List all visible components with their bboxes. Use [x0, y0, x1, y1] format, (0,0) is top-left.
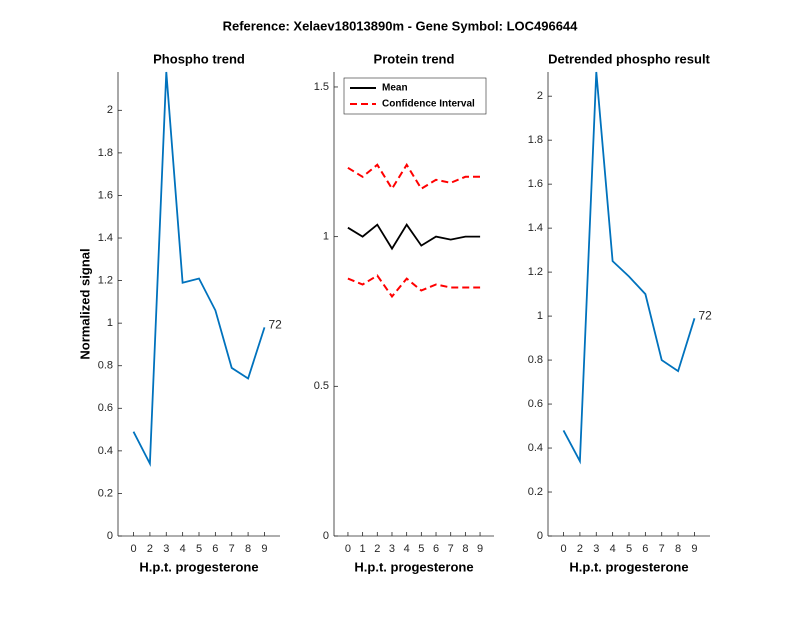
x-tick-label: 3: [389, 543, 395, 555]
x-tick-label: 5: [418, 543, 424, 555]
y-tick-label: 1.8: [98, 147, 113, 159]
x-tick-label: 3: [593, 543, 599, 555]
x-tick-label: 6: [642, 543, 648, 555]
subplot-title: Detrended phospho result: [548, 51, 710, 66]
subplot-title: Phospho trend: [153, 51, 245, 66]
x-tick-label: 3: [163, 543, 169, 555]
legend-label: Confidence Interval: [382, 99, 475, 110]
x-tick-label: 8: [675, 543, 681, 555]
y-tick-label: 0.5: [314, 380, 329, 392]
legend-label: Mean: [382, 83, 408, 94]
data-line: [347, 162, 481, 191]
x-tick-label: 2: [147, 543, 153, 555]
subplot-title: Protein trend: [374, 51, 455, 66]
annotation: 72: [268, 318, 282, 332]
y-tick-label: 1.2: [528, 266, 543, 278]
data-line: [132, 71, 266, 468]
x-tick-label: 5: [626, 543, 632, 555]
y-tick-label: 1.8: [528, 134, 543, 146]
x-tick-label: 9: [261, 543, 267, 555]
x-tick-label: 7: [659, 543, 665, 555]
y-tick-label: 1.6: [98, 189, 113, 201]
x-tick-label: 5: [196, 543, 202, 555]
y-tick-label: 2: [107, 104, 113, 116]
y-tick-label: 1.5: [314, 81, 329, 93]
x-tick-label: 8: [245, 543, 251, 555]
y-axis-label: Normalized signal: [77, 248, 92, 359]
x-tick-label: 7: [448, 543, 454, 555]
y-tick-label: 0: [323, 530, 329, 542]
y-tick-label: 1.4: [528, 222, 543, 234]
x-axis-label: H.p.t. progesterone: [569, 559, 688, 574]
x-tick-label: 4: [404, 543, 410, 555]
y-tick-label: 0.4: [98, 445, 113, 457]
x-tick-label: 4: [610, 543, 616, 555]
y-tick-label: 0.8: [528, 354, 543, 366]
y-tick-label: 1.4: [98, 232, 113, 244]
x-tick-label: 6: [212, 543, 218, 555]
x-axis-label: H.p.t. progesterone: [354, 559, 473, 574]
x-tick-label: 0: [130, 543, 136, 555]
y-tick-label: 0: [107, 530, 113, 542]
x-tick-label: 9: [477, 543, 483, 555]
y-tick-label: 0.6: [98, 402, 113, 414]
y-tick-label: 0.8: [98, 360, 113, 372]
y-tick-label: 1.2: [98, 274, 113, 286]
y-tick-label: 0: [537, 530, 543, 542]
legend-box: [343, 77, 487, 115]
x-tick-label: 7: [229, 543, 235, 555]
y-tick-label: 1.6: [528, 178, 543, 190]
x-axis-label: H.p.t. progesterone: [139, 559, 258, 574]
data-line: [562, 71, 696, 465]
annotation: 72: [698, 308, 712, 322]
data-line: [347, 223, 481, 251]
x-tick-label: 0: [345, 543, 351, 555]
x-tick-label: 0: [560, 543, 566, 555]
x-tick-label: 4: [180, 543, 186, 555]
y-tick-label: 0.6: [528, 398, 543, 410]
y-tick-label: 1: [537, 310, 543, 322]
x-tick-label: 2: [577, 543, 583, 555]
x-tick-label: 8: [462, 543, 468, 555]
y-tick-label: 1: [107, 317, 113, 329]
x-tick-label: 9: [691, 543, 697, 555]
y-tick-label: 0.4: [528, 442, 543, 454]
y-tick-label: 0.2: [98, 487, 113, 499]
y-tick-label: 0.2: [528, 486, 543, 498]
figure-title: Reference: Xelaev18013890m - Gene Symbol…: [223, 18, 579, 33]
x-tick-label: 2: [374, 543, 380, 555]
x-tick-label: 6: [433, 543, 439, 555]
x-tick-label: 1: [360, 543, 366, 555]
y-tick-label: 1: [323, 231, 329, 243]
y-tick-label: 2: [537, 90, 543, 102]
data-line: [347, 274, 481, 299]
